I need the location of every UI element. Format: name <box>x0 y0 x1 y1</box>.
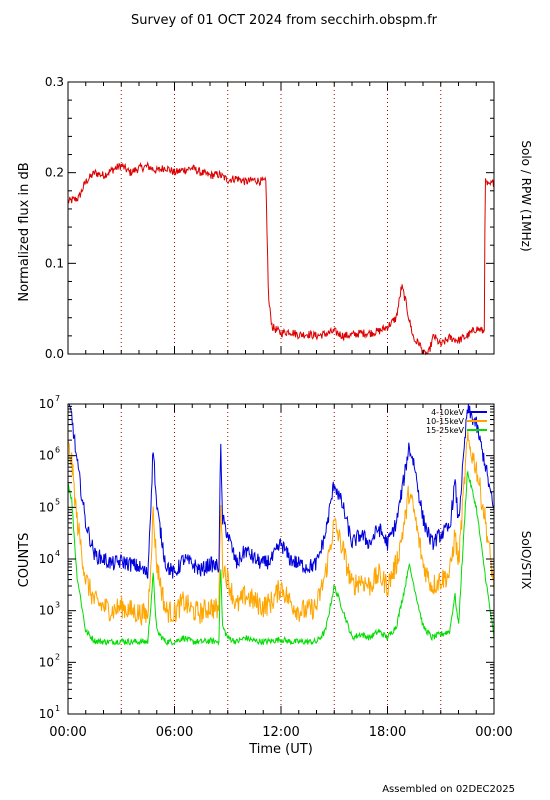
stix-y-tick-label: 10 <box>39 449 54 463</box>
rpw-y-tick-label: 0.0 <box>45 347 64 361</box>
rpw-panel: 0.0 0.1 0.2 0.3 Normalized flux in dB Solo … <box>17 75 533 361</box>
stix-series-line <box>67 430 495 626</box>
stix-y-tick-label: 10 <box>39 397 54 411</box>
stix-y-tick-exponent: 5 <box>55 497 60 506</box>
rpw-y-tick-label: 0.1 <box>45 256 64 270</box>
rpw-grid <box>120 82 442 354</box>
stix-y-tick-exponent: 1 <box>55 704 60 713</box>
stix-series-line <box>68 403 495 579</box>
stix-y-tick-label: 10 <box>39 604 54 618</box>
rpw-y-tick-label: 0.3 <box>45 75 64 89</box>
footer-note: Assembled on 02DEC2025 <box>382 784 515 795</box>
stix-y-axis-label: COUNTS <box>17 533 32 588</box>
stix-y-tick-exponent: 4 <box>55 549 60 558</box>
stix-right-label: SolO/STIX <box>519 531 533 590</box>
stix-y-tick-label: 10 <box>39 500 54 514</box>
stix-grid <box>120 404 442 714</box>
stix-x-tick-label: 00:00 <box>49 725 86 740</box>
stix-y-tick-exponent: 3 <box>55 601 60 610</box>
rpw-y-tick-label: 0.2 <box>45 166 64 180</box>
rpw-y-axis-label: Normalized flux in dB <box>17 162 32 301</box>
stix-y-tick-exponent: 2 <box>55 652 60 661</box>
stix-y-tick-exponent: 7 <box>55 394 60 403</box>
stix-y-tick-label: 10 <box>39 707 54 721</box>
page-title: Survey of 01 OCT 2024 from secchirh.obsp… <box>131 13 438 28</box>
stix-x-tick-label: 18:00 <box>369 725 406 740</box>
stix-y-tick-exponent: 6 <box>55 446 60 455</box>
rpw-axes: 0.0 0.1 0.2 0.3 <box>45 75 495 361</box>
stix-series <box>67 403 495 646</box>
stix-x-tick-label: 06:00 <box>156 725 193 740</box>
stix-legend-label: 10-15keV <box>426 417 465 426</box>
stix-y-tick-label: 10 <box>39 655 54 669</box>
stix-y-tick-label: 10 <box>39 552 54 566</box>
stix-plot-frame <box>67 403 495 715</box>
stix-x-tick-label: 00:00 <box>475 725 512 740</box>
stix-x-tick-label: 12:00 <box>262 725 299 740</box>
stix-legend-label: 4-10keV <box>431 408 464 417</box>
stix-series-line <box>67 470 495 646</box>
stix-legend-label: 15-25keV <box>426 426 465 435</box>
rpw-right-label: Solo / RPW (1MHz) <box>519 140 533 251</box>
x-axis-label: Time (UT) <box>248 742 313 757</box>
